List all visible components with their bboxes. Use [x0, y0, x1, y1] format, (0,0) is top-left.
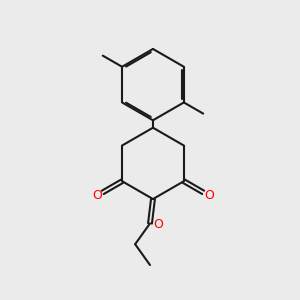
Text: O: O — [92, 189, 102, 202]
Text: O: O — [153, 218, 163, 231]
Text: O: O — [204, 189, 214, 202]
